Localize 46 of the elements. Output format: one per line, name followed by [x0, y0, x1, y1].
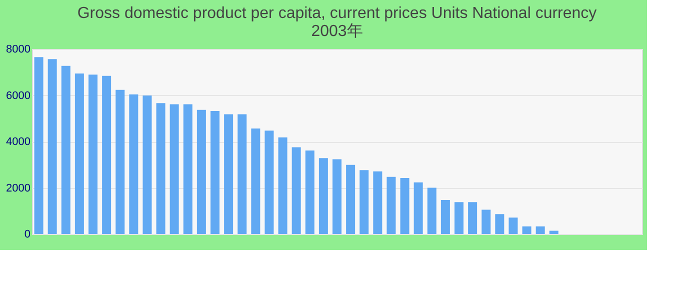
bar	[251, 128, 260, 234]
bar	[88, 74, 98, 234]
bar	[495, 214, 504, 234]
bar	[482, 210, 491, 234]
bar	[170, 104, 179, 234]
bar	[224, 114, 234, 234]
bar	[210, 110, 220, 234]
bar	[48, 59, 57, 234]
bar	[142, 95, 152, 234]
bar	[400, 178, 410, 234]
bar	[156, 103, 166, 234]
bar	[318, 158, 328, 234]
bar	[305, 150, 314, 234]
text: Gross domestic product per capita, current prices Units National currency	[77, 5, 597, 22]
bar	[183, 104, 192, 234]
bar	[332, 159, 342, 234]
bar	[346, 164, 356, 234]
bar	[522, 226, 532, 234]
bar	[292, 147, 301, 234]
bar	[129, 94, 138, 234]
bar	[508, 218, 518, 234]
bar	[454, 202, 464, 234]
bar	[386, 176, 396, 234]
bar	[360, 170, 369, 234]
bar	[440, 200, 450, 234]
bar	[61, 66, 70, 234]
bar	[373, 171, 382, 234]
y-tick-label: 8000	[6, 44, 30, 56]
bar	[549, 230, 558, 234]
bar	[536, 226, 545, 234]
bar	[278, 137, 288, 234]
bar	[116, 90, 125, 234]
y-tick-label: 6000	[6, 90, 30, 102]
bar	[34, 57, 44, 234]
y-tick-label: 2000	[6, 182, 30, 194]
y-tick-label: 0	[24, 228, 30, 240]
bar	[264, 130, 274, 234]
text: 2003年	[311, 23, 363, 40]
y-tick-label: 4000	[6, 136, 30, 148]
bar	[74, 74, 84, 234]
bar	[238, 114, 247, 234]
bar	[414, 182, 423, 234]
bar	[196, 110, 206, 234]
bar	[468, 202, 478, 234]
bar	[102, 76, 112, 234]
bar	[427, 188, 436, 234]
